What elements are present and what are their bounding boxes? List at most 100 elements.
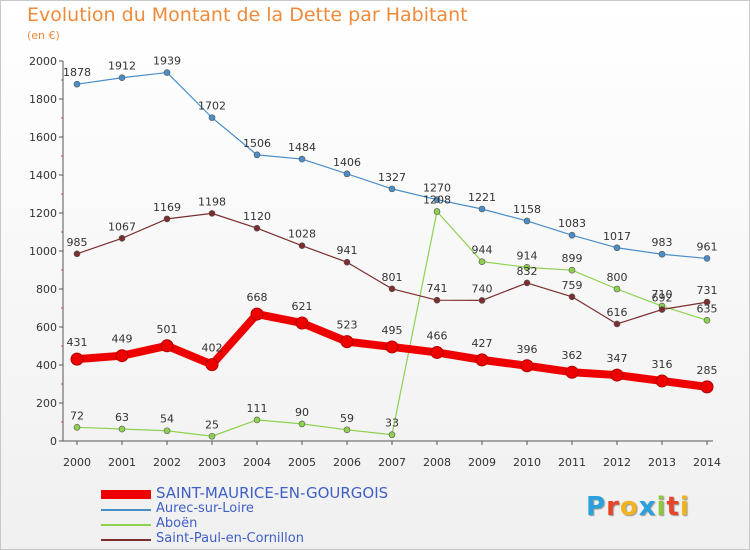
data-label: 449 <box>112 333 133 346</box>
data-point <box>478 258 486 265</box>
data-label: 1506 <box>243 137 271 150</box>
y-tick-label: 1600 <box>29 131 57 144</box>
data-point <box>115 349 129 363</box>
x-tick-label: 2013 <box>648 456 676 469</box>
data-label: 941 <box>337 244 358 257</box>
data-label: 1484 <box>288 141 316 154</box>
x-tick-label: 2008 <box>423 456 451 469</box>
data-label: 285 <box>697 364 718 377</box>
data-point <box>565 365 579 379</box>
data-label: 621 <box>292 300 313 313</box>
y-tick-label: 2000 <box>29 55 57 68</box>
data-label: 501 <box>157 323 178 336</box>
x-tick-label: 2000 <box>63 456 91 469</box>
data-point <box>433 196 441 203</box>
y-tick-label: 400 <box>36 359 57 372</box>
legend-label-saint-maurice: SAINT-MAURICE-EN-GOURGOIS <box>156 484 389 502</box>
data-point <box>478 297 486 304</box>
x-tick-label: 2010 <box>513 456 541 469</box>
data-label: 54 <box>160 413 174 426</box>
data-label: 1198 <box>198 195 226 208</box>
data-point <box>343 426 351 434</box>
data-label: 899 <box>562 252 583 265</box>
data-label: 1120 <box>243 210 271 223</box>
data-label: 1702 <box>198 100 226 113</box>
data-label: 1169 <box>153 201 181 214</box>
data-label: 985 <box>67 236 88 249</box>
data-label: 1939 <box>153 55 181 68</box>
x-tick-label: 2012 <box>603 456 631 469</box>
y-tick-label: 1000 <box>29 245 57 258</box>
logo-letter: t <box>666 492 680 522</box>
chart-title: Evolution du Montant de la Dette par Hab… <box>27 4 468 26</box>
data-point <box>340 335 354 349</box>
data-point <box>208 432 216 440</box>
legend-swatch-aboen <box>101 524 151 526</box>
data-point <box>613 320 621 328</box>
x-tick-label: 2011 <box>558 456 586 469</box>
data-label: 347 <box>607 352 628 365</box>
y-tick-label: 1800 <box>29 93 57 106</box>
data-label: 72 <box>70 409 84 422</box>
data-point <box>208 210 216 217</box>
data-point <box>658 250 666 258</box>
data-label: 692 <box>652 292 673 305</box>
data-label: 362 <box>562 349 583 362</box>
data-label: 1083 <box>558 217 586 230</box>
legend-label-aboen: Aboën <box>156 516 198 531</box>
data-point <box>703 298 711 306</box>
data-label: 111 <box>247 402 268 415</box>
data-point <box>208 114 216 121</box>
data-point <box>478 205 486 213</box>
chart-subtitle: (en €) <box>27 29 60 42</box>
data-point <box>205 358 219 372</box>
data-label: 1270 <box>423 182 451 195</box>
data-label: 396 <box>517 343 538 356</box>
y-tick-label: 1200 <box>29 207 57 220</box>
logo-letter: i <box>656 492 667 522</box>
data-point <box>250 307 264 321</box>
data-point <box>475 353 489 367</box>
logo-letter: r <box>606 492 620 522</box>
data-label: 832 <box>517 265 538 278</box>
data-label: 90 <box>295 406 309 419</box>
x-tick-label: 2007 <box>378 456 406 469</box>
x-tick-label: 2005 <box>288 456 316 469</box>
data-point <box>568 231 576 239</box>
data-point <box>388 185 396 193</box>
logo-letter: o <box>619 492 639 522</box>
data-point <box>343 170 351 178</box>
data-label: 316 <box>652 358 673 371</box>
data-label: 1158 <box>513 203 541 216</box>
data-label: 759 <box>562 279 583 292</box>
data-label: 635 <box>697 302 718 315</box>
data-label: 740 <box>472 282 493 295</box>
data-point <box>70 352 84 366</box>
data-label: 741 <box>427 282 448 295</box>
data-point <box>298 420 306 428</box>
data-point <box>703 255 711 262</box>
data-label: 1208 <box>423 193 451 206</box>
legend-swatch-aurec <box>101 509 151 511</box>
data-label: 961 <box>697 240 718 253</box>
data-label: 402 <box>202 342 223 355</box>
data-point <box>298 155 306 163</box>
data-label: 495 <box>382 324 403 337</box>
data-point <box>523 279 531 287</box>
data-label: 523 <box>337 319 358 332</box>
y-tick-label: 800 <box>36 283 57 296</box>
data-point <box>610 368 624 382</box>
data-point <box>118 74 126 82</box>
legend-label-aurec: Aurec-sur-Loire <box>156 501 254 516</box>
data-label: 668 <box>247 291 268 304</box>
data-point <box>433 208 441 215</box>
data-point <box>655 374 669 388</box>
y-tick-label: 600 <box>36 321 57 334</box>
x-tick-label: 2004 <box>243 456 271 469</box>
data-point <box>253 151 261 159</box>
data-point <box>298 242 306 249</box>
x-tick-label: 2001 <box>108 456 136 469</box>
x-tick-label: 2006 <box>333 456 361 469</box>
data-label: 1017 <box>603 230 631 243</box>
